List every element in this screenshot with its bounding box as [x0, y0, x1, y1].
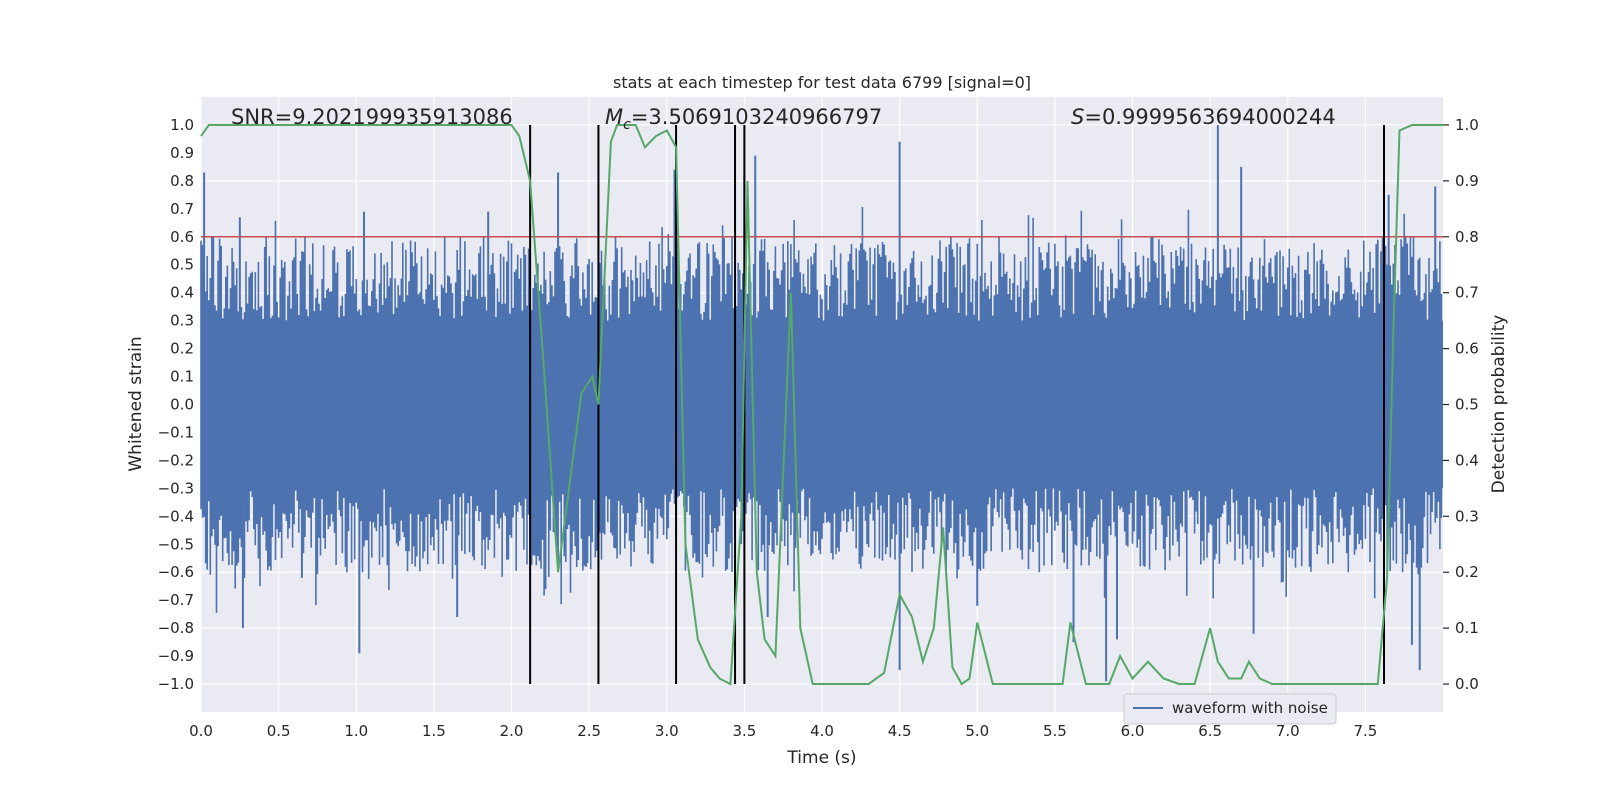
- y-tick-label: −0.1: [158, 423, 194, 441]
- y-tick-label: 0.5: [170, 256, 194, 274]
- y-tick-label: 1.0: [170, 116, 194, 134]
- y-tick-label: −0.8: [158, 619, 194, 637]
- y-tick-label: 0.3: [170, 312, 194, 330]
- chirp-mass-symbol: M: [605, 105, 623, 129]
- x-tick-label: 6.0: [1121, 722, 1145, 740]
- x-tick-label: 7.5: [1353, 722, 1377, 740]
- y2-axis-ticks: 1.0 0.9 0.8 0.7 0.6 0.5 0.4 0.3 0.2 0.1 0.0: [1443, 116, 1479, 693]
- x-tick-label: 4.5: [888, 722, 912, 740]
- chirp-mass-subscript: c: [623, 117, 631, 133]
- x-tick-label: 2.5: [577, 722, 601, 740]
- x-tick-label: 3.0: [655, 722, 679, 740]
- x-tick-label: 5.0: [965, 722, 989, 740]
- y-tick-label: −0.4: [158, 507, 194, 525]
- x-axis-ticks: 0.0 0.5 1.0 1.5 2.0 2.5 3.0 3.5 4.0 4.5 5.0 5.5 6.0 6…: [189, 722, 1377, 740]
- y2-tick-label: 1.0: [1455, 116, 1479, 134]
- x-tick-label: 1.0: [344, 722, 368, 740]
- y-tick-label: 0.4: [170, 284, 194, 302]
- y-tick-label: −0.5: [158, 535, 194, 553]
- y2-axis-label: Detection probability: [1489, 315, 1509, 494]
- y-tick-label: 0.9: [170, 144, 194, 162]
- x-axis-label: Time (s): [786, 748, 856, 768]
- x-tick-label: 0.0: [189, 722, 213, 740]
- y-tick-label: −0.6: [158, 563, 194, 581]
- chart-title: stats at each timestep for test data 679…: [613, 73, 1031, 92]
- snr-annotation: SNR=9.202199935913086: [231, 105, 513, 129]
- detection-probability-series: [200, 124, 1443, 686]
- y-tick-label: −0.2: [158, 451, 194, 469]
- y-tick-label: 0.8: [170, 172, 194, 190]
- waveform-line: [200, 207, 1443, 613]
- y-tick-label: −0.9: [158, 647, 194, 665]
- y-tick-label: −1.0: [158, 675, 194, 693]
- x-tick-label: 2.0: [500, 722, 524, 740]
- s-symbol: S: [1071, 105, 1084, 129]
- x-tick-label: 1.5: [422, 722, 446, 740]
- y-tick-label: 0.0: [170, 396, 194, 414]
- y-tick-label: −0.3: [158, 479, 194, 497]
- x-tick-label: 7.0: [1276, 722, 1300, 740]
- legend-box: [1123, 693, 1337, 725]
- legend-label-waveform: waveform with noise: [1172, 699, 1328, 717]
- y-tick-label: 0.1: [170, 368, 194, 386]
- y-tick-label: 0.2: [170, 340, 194, 358]
- chirp-mass-annotation: Mc=3.5069103240966797: [605, 105, 882, 133]
- y2-tick-label: 0.7: [1455, 284, 1479, 302]
- y2-tick-label: 0.2: [1455, 563, 1479, 581]
- y2-tick-label: 0.4: [1455, 451, 1479, 469]
- waveform-series: [200, 124, 1443, 682]
- legend[interactable]: waveform with noise: [1123, 693, 1337, 725]
- x-tick-label: 5.5: [1043, 722, 1067, 740]
- y2-tick-label: 0.8: [1455, 228, 1479, 246]
- y-tick-label: 0.6: [170, 228, 194, 246]
- x-tick-label: 0.5: [267, 722, 291, 740]
- detection-probability-line: [200, 124, 1443, 686]
- chirp-mass-value: =3.5069103240966797: [631, 105, 882, 129]
- x-tick-label: 4.0: [810, 722, 834, 740]
- x-tick-label: 3.5: [732, 722, 756, 740]
- y-axis-label: Whitened strain: [126, 336, 146, 471]
- vertical-lines: [529, 124, 1386, 685]
- y2-tick-label: 0.3: [1455, 507, 1479, 525]
- y2-tick-label: 0.6: [1455, 340, 1479, 358]
- s-annotation: S=0.9999563694000244: [1071, 105, 1336, 129]
- y2-tick-label: 0.1: [1455, 619, 1479, 637]
- y-axis-ticks: 1.0 0.9 0.8 0.7 0.6 0.5 0.4 0.3 0.2 0.1 0.0 −0.1 −0.…: [158, 116, 194, 693]
- y2-tick-label: 0.9: [1455, 172, 1479, 190]
- s-value: =0.9999563694000244: [1084, 105, 1335, 129]
- y2-tick-label: 0.0: [1455, 675, 1479, 693]
- x-tick-label: 6.5: [1198, 722, 1222, 740]
- y-tick-label: −0.7: [158, 591, 194, 609]
- y2-tick-label: 0.5: [1455, 396, 1479, 414]
- y-tick-label: 0.7: [170, 200, 194, 218]
